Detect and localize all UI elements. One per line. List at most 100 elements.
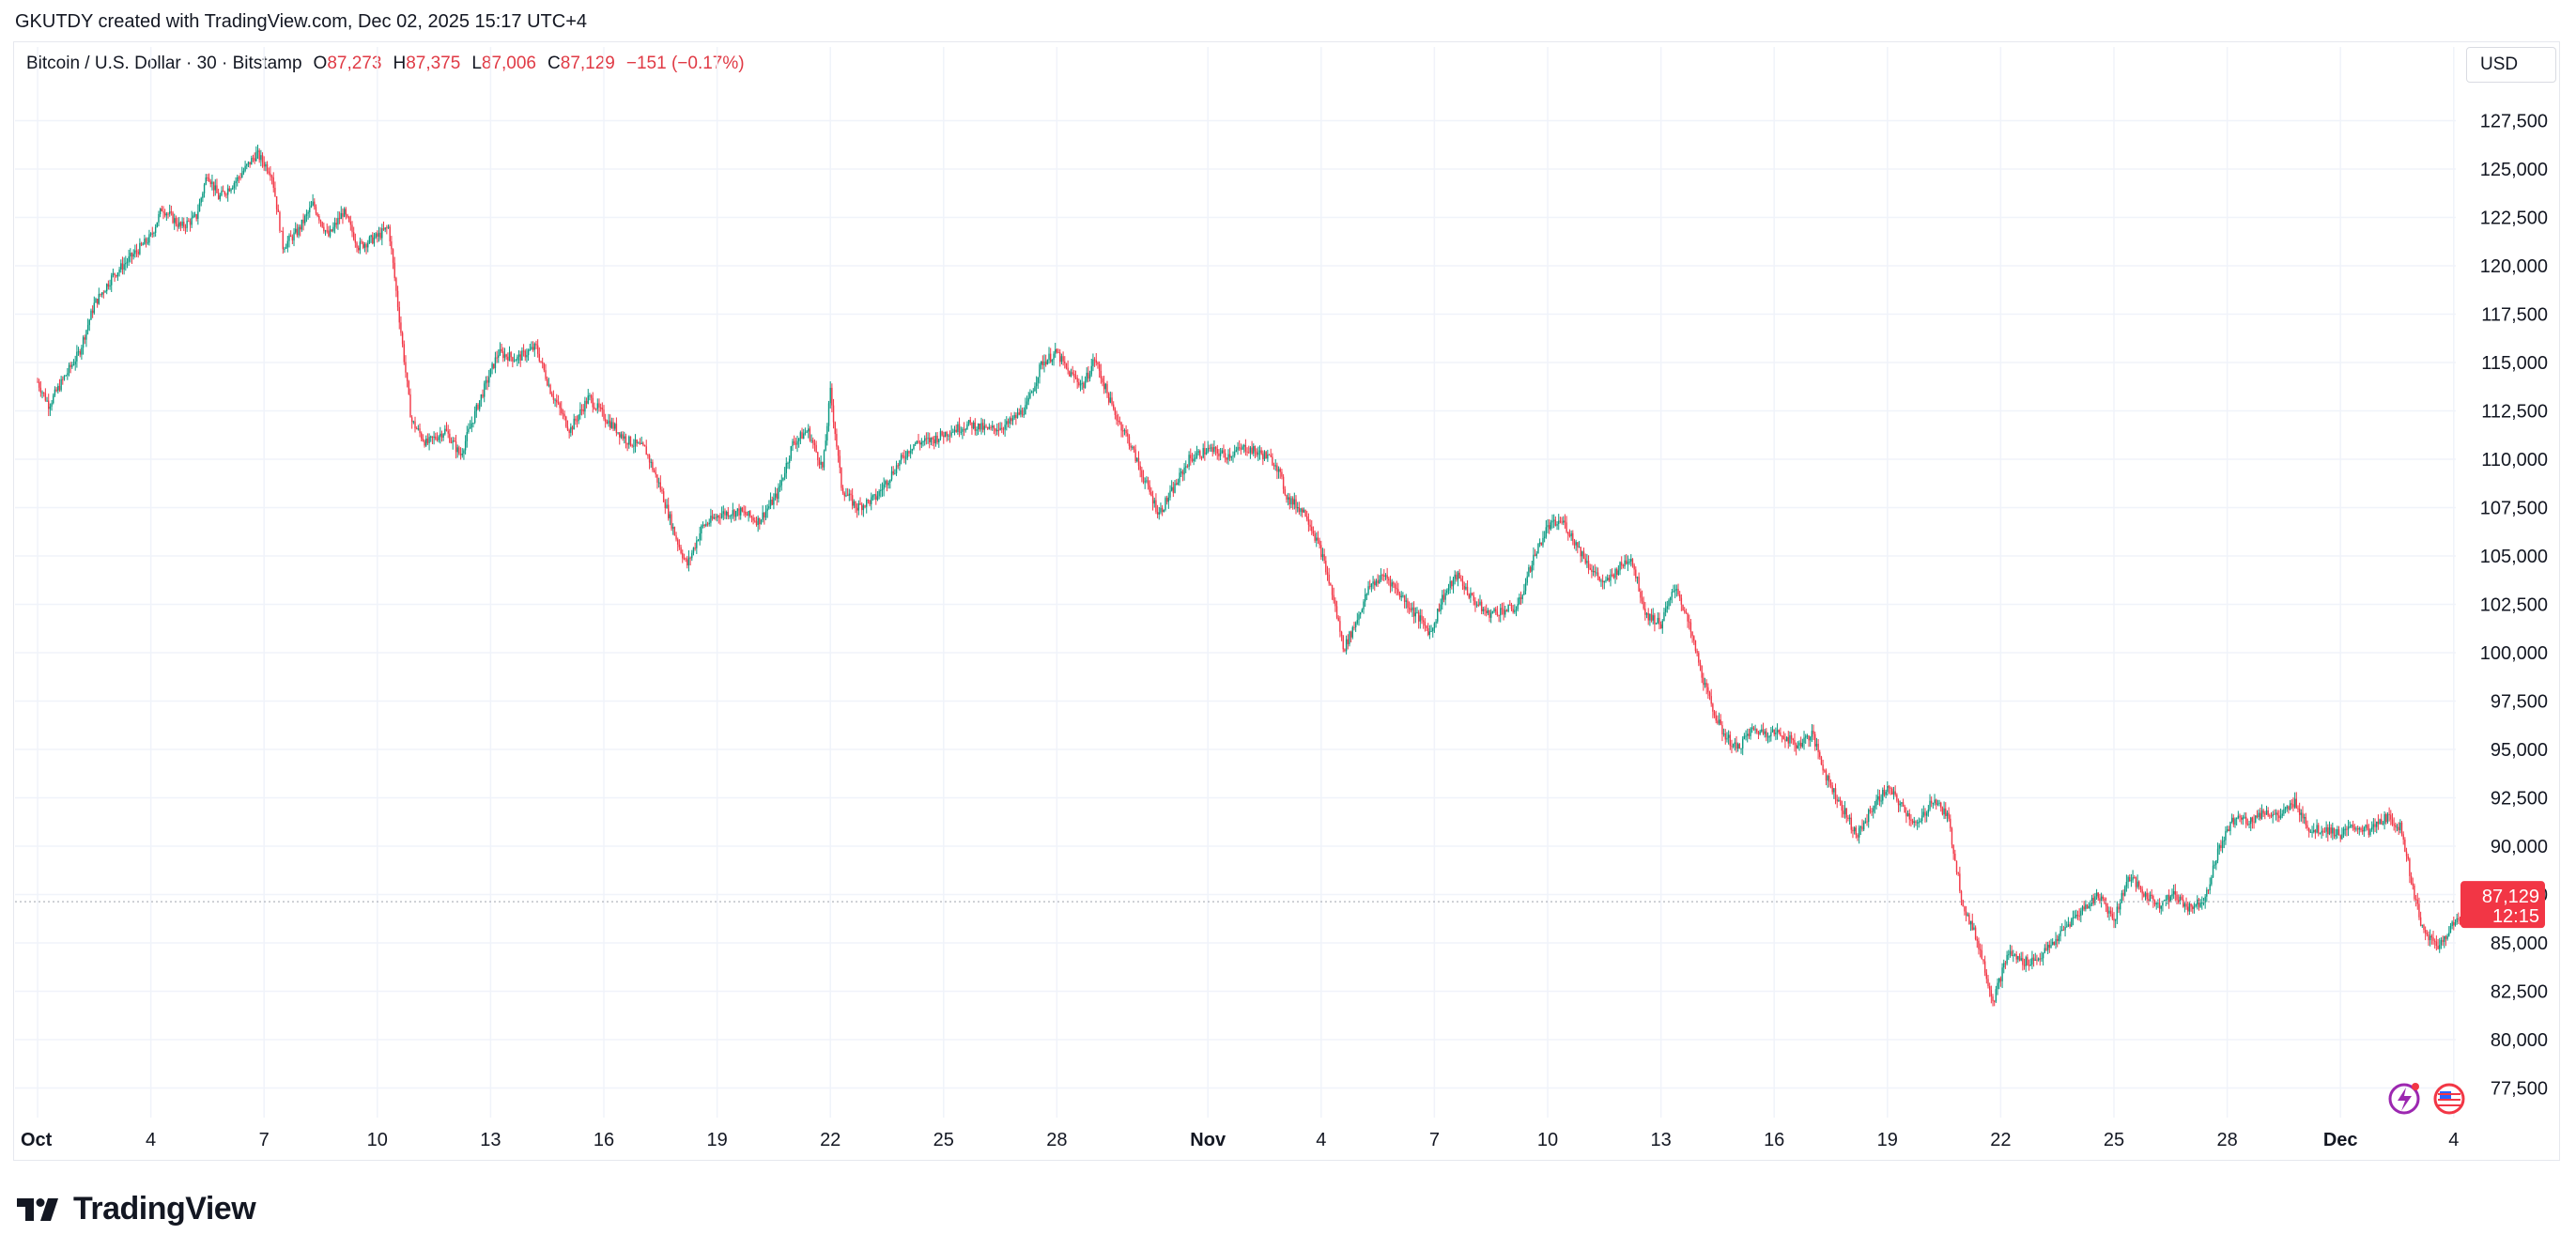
candle: [1460, 575, 1462, 582]
ideas-flash-icon[interactable]: [2388, 1083, 2420, 1115]
candle-body: [205, 177, 207, 185]
candle: [440, 430, 443, 442]
candle: [930, 437, 933, 446]
candle: [527, 348, 530, 362]
candle-body: [1233, 451, 1236, 456]
candle: [1644, 601, 1646, 621]
candle: [1936, 799, 1939, 807]
x-tick-label: 4: [2448, 1130, 2459, 1150]
candle-body: [531, 347, 532, 349]
candle: [1509, 600, 1511, 606]
candle: [1233, 444, 1236, 458]
candle-body: [149, 233, 152, 235]
candle: [2337, 826, 2340, 836]
candle: [378, 226, 380, 242]
candle-body: [1790, 734, 1793, 739]
candle-body: [587, 395, 589, 404]
candle-body: [256, 150, 259, 152]
candle: [2297, 805, 2299, 813]
candle: [1098, 361, 1101, 378]
candle-body: [2297, 808, 2299, 810]
candle: [2376, 821, 2378, 834]
candle-body: [1661, 620, 1663, 629]
candle: [1010, 412, 1012, 425]
candle-body: [1214, 446, 1217, 450]
candle-body: [976, 429, 978, 431]
candle-body: [214, 185, 216, 191]
symbol-title[interactable]: Bitcoin / U.S. Dollar · 30 · Bitstamp: [26, 54, 302, 73]
candle-body: [209, 181, 211, 184]
candle: [2240, 814, 2243, 825]
candle-body: [1636, 577, 1639, 579]
candle: [1471, 592, 1473, 596]
candle-body: [2303, 817, 2306, 819]
candle-body: [1750, 728, 1751, 736]
candle: [943, 431, 945, 444]
candle-body: [2044, 948, 2045, 953]
candle: [247, 161, 250, 168]
candle: [1251, 440, 1253, 455]
candle: [2388, 807, 2390, 822]
candle-body: [2298, 809, 2301, 815]
candle: [1228, 447, 1231, 462]
candle-body: [1204, 448, 1206, 455]
candle: [2242, 814, 2244, 826]
candle-body: [610, 422, 613, 428]
candle: [289, 230, 292, 238]
candle: [2400, 821, 2403, 837]
candle: [610, 417, 613, 429]
candle: [873, 493, 875, 501]
candle-body: [631, 445, 633, 447]
candle-body: [837, 446, 840, 456]
candle-body: [412, 421, 415, 423]
candle-body: [536, 345, 539, 354]
candle: [1610, 568, 1612, 587]
candle: [2057, 934, 2059, 948]
candle-body: [687, 557, 690, 566]
tradingview-logo[interactable]: TradingView: [17, 1191, 256, 1227]
candle-body: [508, 352, 511, 362]
candle-body: [1994, 1001, 1996, 1003]
candle-body: [785, 463, 787, 473]
candle: [507, 352, 509, 367]
candle-body: [749, 511, 751, 517]
candle-body: [1257, 452, 1259, 455]
candle-body: [1379, 579, 1381, 584]
candle-body: [333, 223, 336, 227]
candle-body: [1132, 446, 1134, 448]
candle: [2099, 893, 2101, 904]
candle: [450, 437, 453, 444]
candle-body: [302, 219, 304, 224]
candle-body: [1621, 562, 1623, 566]
candle: [2134, 874, 2136, 879]
candle-body: [571, 426, 574, 430]
candle-body: [1545, 527, 1548, 537]
candle: [1578, 541, 1581, 548]
candle: [1679, 591, 1681, 602]
candle: [1655, 622, 1658, 625]
candle: [1707, 683, 1709, 700]
candle: [1402, 592, 1404, 598]
candle: [2092, 893, 2094, 906]
candle-body: [2409, 858, 2411, 876]
candle-body: [153, 232, 155, 234]
candle-body: [563, 413, 565, 417]
candle: [1649, 613, 1651, 626]
currency-button[interactable]: USD: [2466, 47, 2556, 83]
chart-pane[interactable]: [13, 41, 2560, 1161]
candle: [1691, 631, 1693, 643]
candle: [156, 222, 158, 228]
candle: [1044, 354, 1047, 367]
tradingview-logo-text: TradingView: [73, 1191, 256, 1227]
candle-body: [1836, 799, 1838, 802]
candle: [1713, 709, 1716, 718]
candle-body: [2195, 904, 2197, 907]
candle-body: [1635, 569, 1637, 579]
candle: [1027, 392, 1029, 406]
candle-body: [2379, 819, 2381, 825]
candle-body: [2057, 938, 2059, 941]
candle-body: [774, 493, 777, 498]
candle: [1987, 974, 1989, 989]
candle: [318, 213, 320, 224]
candle-body: [428, 437, 430, 443]
